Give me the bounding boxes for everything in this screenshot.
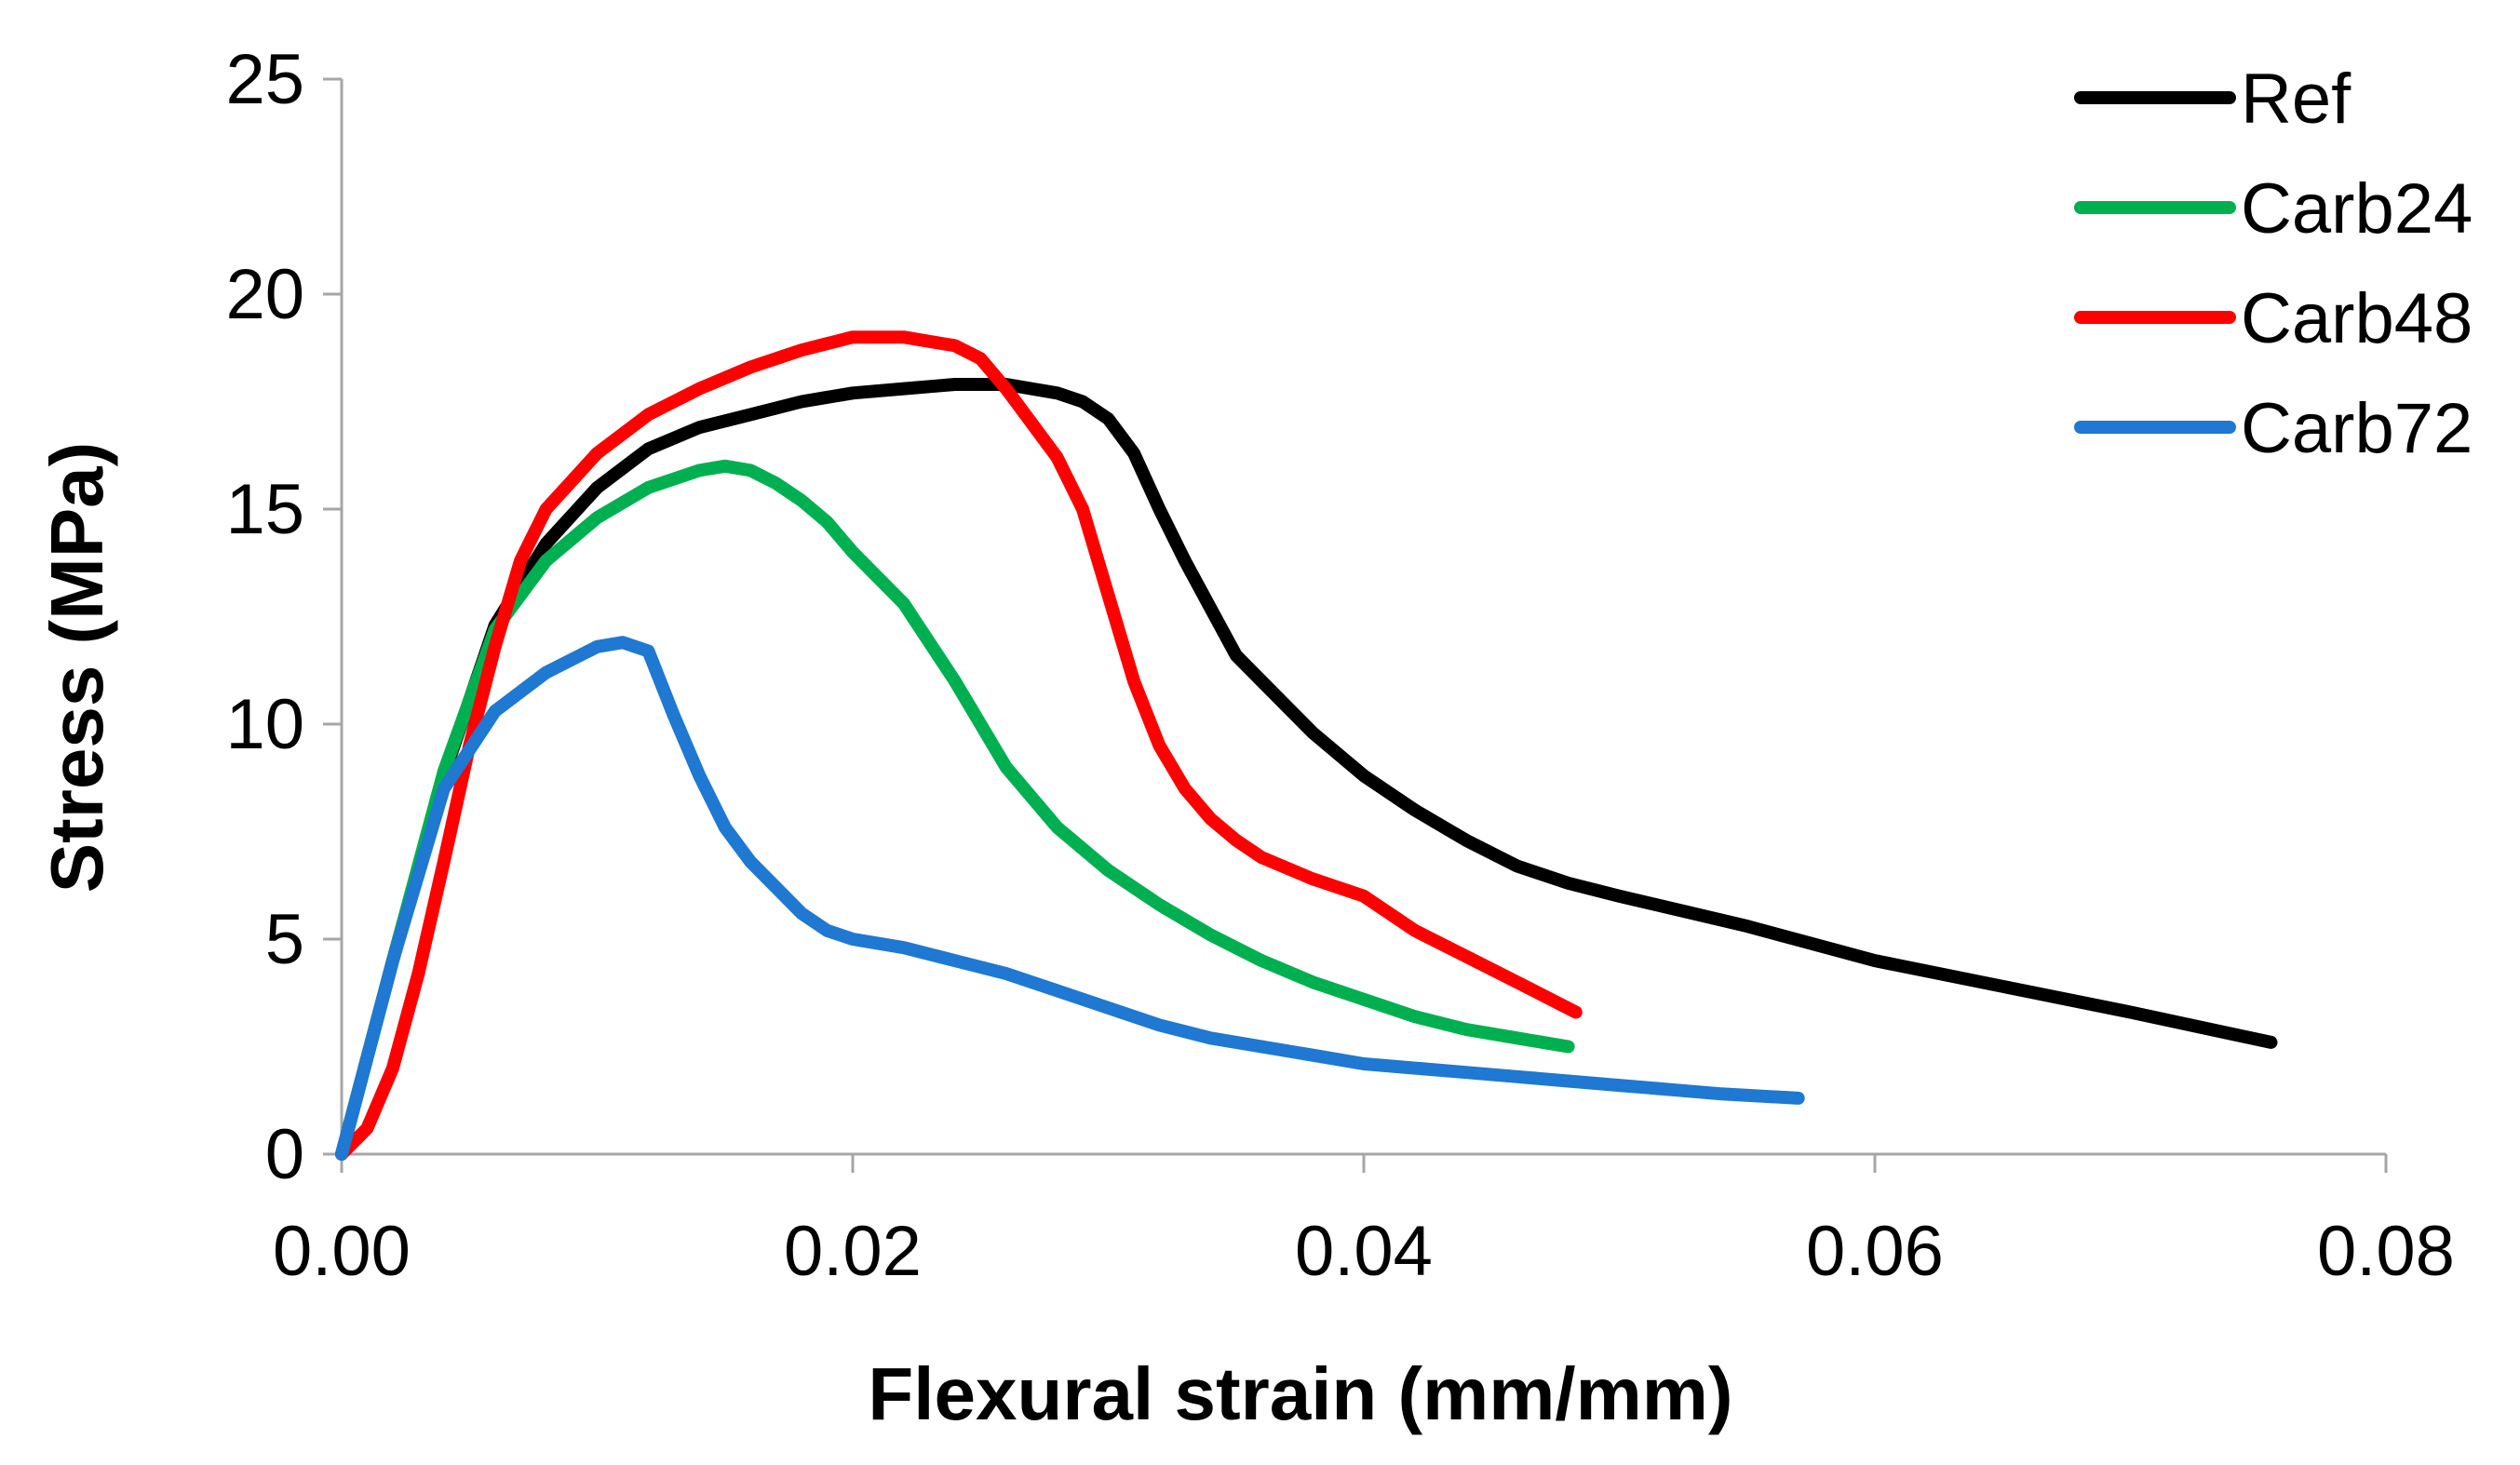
series-line-ref — [335, 378, 2278, 1161]
axes: 0 5 10 15 20 25 0.00 0.02 0.04 0.06 0.08 — [225, 40, 2455, 1291]
x-tick-label: 0.00 — [273, 1212, 411, 1291]
y-tick-label: 10 — [225, 685, 304, 764]
y-tick-label: 0 — [265, 1115, 304, 1194]
x-axis-title: Flexural strain (mm/mm) — [868, 1352, 1732, 1435]
y-tick-label: 15 — [225, 470, 304, 549]
x-tick-label: 0.02 — [784, 1212, 922, 1291]
series-line-carb72 — [335, 636, 1805, 1161]
legend-label-carb72: Carb72 — [2241, 389, 2473, 468]
y-tick-label: 20 — [225, 255, 304, 334]
series-line-carb48 — [335, 330, 1583, 1161]
legend-label-carb24: Carb24 — [2241, 169, 2473, 249]
x-tick-label: 0.06 — [1806, 1212, 1944, 1291]
legend: Ref Carb24 Carb48 Carb72 — [2074, 60, 2473, 468]
series-lines — [335, 330, 2278, 1161]
y-tick-label: 5 — [265, 900, 304, 979]
series-line-carb24 — [335, 459, 1575, 1161]
x-tick-label: 0.04 — [1295, 1212, 1433, 1291]
y-tick-label: 25 — [225, 40, 304, 119]
x-tick-label: 0.08 — [2317, 1212, 2455, 1291]
legend-label-ref: Ref — [2241, 60, 2352, 139]
y-axis-title: Stress (MPa) — [35, 442, 118, 894]
legend-label-carb48: Carb48 — [2241, 279, 2473, 358]
